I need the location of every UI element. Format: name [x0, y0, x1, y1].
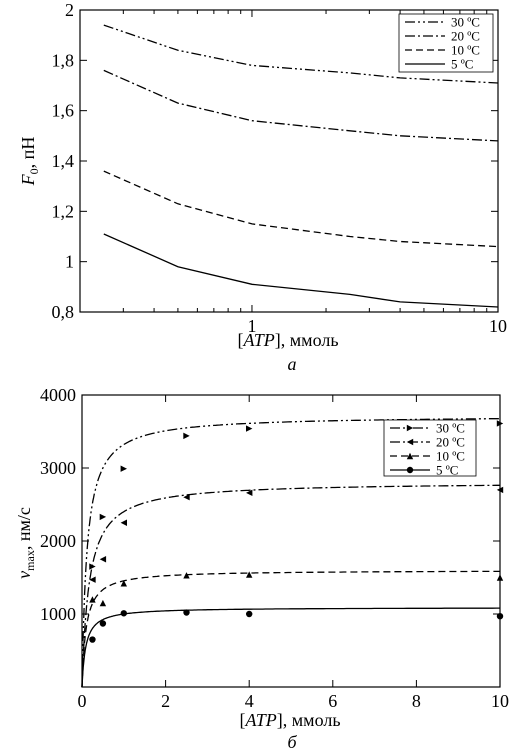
panel-a-legend-label-0: 30 ºC	[451, 15, 480, 30]
panel-a-series-line-1	[103, 69, 499, 142]
panel-b-xtick-label-2: 4	[245, 691, 254, 711]
panel-a-legend-box	[398, 13, 494, 73]
panel-b-legend-box	[383, 419, 477, 477]
panel-b-point-1-2	[120, 519, 127, 526]
panel-b-ytick-label-3: 4000	[40, 385, 76, 405]
panel-a-xlabel: [ATP], ммоль	[237, 330, 338, 350]
panel-a-xtick-label-0: 1	[247, 316, 256, 336]
panel-b-ytick-label-0: 1000	[40, 604, 76, 624]
panel-b-series	[81, 418, 504, 687]
panel-a-series	[103, 24, 499, 308]
panel-a-ytick-label-0: 0,8	[52, 302, 75, 322]
panel-a-ytick-label-6: 2	[65, 0, 74, 20]
panel-b-point-2-1	[99, 599, 107, 607]
panel-a-ticks: 0,8 1 1,2 1,4 1,6 1,8 2 1 10	[52, 0, 508, 336]
panel-b-point-3-4	[246, 610, 253, 618]
panel-a-series-line-2	[103, 170, 499, 248]
panel-b-legend-marker-1	[406, 438, 414, 446]
panel-b-point-1-4	[246, 489, 253, 497]
panel-b-xtick-label-1: 2	[161, 691, 170, 711]
panel-a-series-line-3	[103, 233, 499, 308]
panel-a-label: а	[288, 354, 297, 374]
panel-b-point-0-2	[120, 465, 127, 472]
panel-b-label: б	[287, 732, 297, 752]
panel-b-fit-line-2	[81, 570, 500, 687]
panel-b-fit-line-1	[81, 484, 500, 687]
panel-b-legend-marker-0	[406, 424, 414, 432]
panel-b-xlabel: [ATP], ммоль	[239, 710, 340, 730]
panel-a-legend-label-2: 10 ºC	[451, 43, 480, 58]
panel-b-xtick-label-5: 10	[491, 691, 509, 711]
panel-b-point-3-0	[89, 636, 96, 643]
panel-a-ylabel: F0, пН	[18, 137, 41, 187]
panel-b-xtick-label-0: 0	[78, 691, 87, 711]
panel-a-ytick-label-2: 1,2	[52, 201, 75, 221]
panel-b-xtick-label-4: 8	[412, 691, 421, 711]
panel-b-point-1-0	[89, 576, 96, 583]
panel-b-point-3-3	[183, 609, 190, 616]
panel-b-point-2-0	[89, 596, 96, 603]
panel-b-point-3-2	[120, 610, 128, 617]
panel-b-xtick-label-3: 6	[328, 691, 337, 711]
panel-b-legend-label-1: 20 ºC	[436, 435, 465, 450]
panel-b-point-0-1	[99, 513, 107, 521]
panel-b-point-2-2	[120, 580, 127, 587]
panel-b-fit-line-0	[81, 418, 500, 687]
panel-b-point-1-1	[99, 556, 107, 563]
panel-a-legend-label-3: 5 ºC	[451, 57, 473, 72]
panel-b-legend-label-3: 5 ºC	[436, 463, 458, 478]
panel-b-point-2-4	[246, 571, 253, 578]
panel-a-xtick-label-1: 10	[489, 316, 507, 336]
panel-a-series-line-0	[103, 24, 499, 84]
panel-b-point-0-3	[183, 432, 190, 440]
panel-b-point-0-4	[246, 425, 253, 432]
panel-b-legend-label-2: 10 ºC	[436, 449, 465, 464]
panel-b-legend-label-0: 30 ºC	[436, 421, 465, 436]
panel-b-ylabel: vmax, нм/с	[14, 507, 37, 579]
panel-a-ytick-label-5: 1,8	[52, 50, 75, 70]
panel-b-point-1-3	[183, 494, 190, 501]
panel-b-point-3-1	[99, 620, 107, 627]
panel-a-legend-label-1: 20 ºC	[451, 29, 480, 44]
panel-b-legend-marker-3	[406, 466, 414, 474]
panel-a-ytick-label-4: 1,6	[52, 101, 75, 121]
panel-b-fit-line-3	[81, 607, 500, 687]
panel-b-ticks: 1000 2000 3000 4000 0 2 4 6 8 10	[40, 385, 509, 711]
panel-b-ytick-label-1: 2000	[40, 531, 76, 551]
panel-b-ytick-label-2: 3000	[40, 458, 76, 478]
panel-b-legend-marker-2	[406, 452, 414, 460]
panel-a-ytick-label-1: 1	[65, 252, 74, 272]
panel-a-ytick-label-3: 1,4	[52, 151, 75, 171]
panel-b-point-2-3	[183, 572, 190, 579]
